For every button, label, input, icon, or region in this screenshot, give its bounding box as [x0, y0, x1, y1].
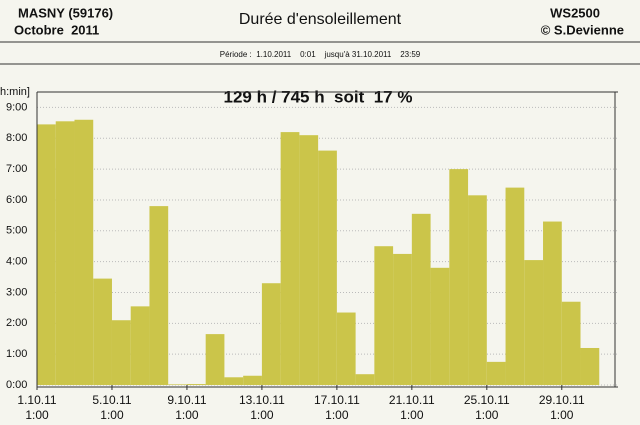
bar [561, 301, 581, 385]
x-tick-label: 25.10.11 1:00 [463, 393, 510, 422]
x-tick-label: 21.10.11 1:00 [388, 393, 435, 422]
bar [37, 124, 56, 385]
author: © S.Devienne [541, 22, 624, 37]
bar [505, 187, 525, 385]
x-tick-label: 9.10.11 1:00 [167, 393, 207, 422]
bar [111, 320, 131, 385]
bar [393, 253, 412, 385]
bar [430, 267, 450, 385]
bar [261, 283, 281, 385]
y-tick-label: 7:00 [6, 163, 27, 175]
bar [468, 195, 487, 385]
y-tick-label: 0:00 [6, 379, 27, 391]
y-tick-label: 9:00 [6, 101, 27, 113]
x-tick-label: 17.10.11 1:00 [313, 393, 360, 422]
bar [374, 246, 394, 385]
bar [543, 221, 562, 385]
bar [243, 375, 262, 385]
bar [130, 306, 150, 385]
bar [168, 384, 187, 385]
bar [55, 121, 75, 386]
location: MASNY (59176) [18, 5, 113, 20]
bar [524, 260, 544, 385]
bar [486, 361, 506, 385]
y-tick-label: 8:00 [6, 132, 27, 144]
annotation: 129 h / 745 h soit 17 % [224, 87, 413, 106]
bar [318, 150, 337, 385]
bar [449, 169, 469, 385]
y-tick-label: 4:00 [6, 256, 27, 268]
bar [336, 312, 356, 385]
period: Période : 1.10.2011 0:01 jusqu'à 31.10.2… [220, 50, 421, 59]
station: WS2500 [550, 5, 600, 20]
bar [205, 334, 225, 385]
x-tick-label: 29.10.11 1:00 [538, 393, 585, 422]
y-tick-label: 3:00 [6, 286, 27, 298]
bar [280, 132, 300, 385]
y-tick-label: 1:00 [6, 348, 27, 360]
x-tick-label: 13.10.11 1:00 [238, 393, 285, 422]
y-axis-label: h:min] [0, 86, 30, 98]
month: Octobre 2011 [14, 22, 99, 37]
chart-title: Durée d'ensoleillement [239, 11, 402, 28]
bar [580, 347, 600, 385]
y-tick-label: 2:00 [6, 317, 27, 329]
bar [299, 135, 319, 385]
bar [149, 206, 169, 385]
x-tick-label: 5.10.11 1:00 [92, 393, 132, 422]
bar [224, 377, 244, 385]
bar [74, 119, 94, 385]
bar [186, 384, 206, 385]
bar [355, 374, 375, 385]
bar [411, 213, 431, 385]
y-tick-label: 6:00 [6, 194, 27, 206]
x-tick-label: 1.10.11 1:00 [17, 393, 57, 422]
bar [93, 278, 112, 385]
y-tick-label: 5:00 [6, 225, 27, 237]
